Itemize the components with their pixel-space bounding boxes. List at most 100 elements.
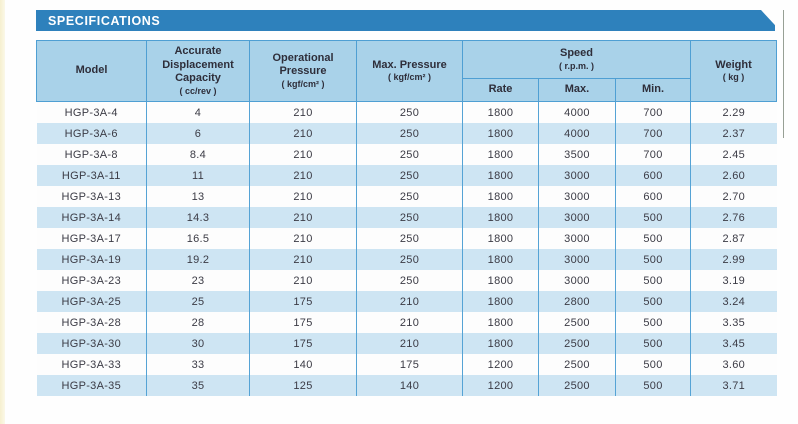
table-row: HGP-3A-35 35 125 140 1200 2500 500 3.71 (36, 375, 777, 396)
table-cell: 2500 (538, 375, 616, 396)
table-row: HGP-3A-6 6 210 250 1800 4000 700 2.37 (36, 123, 777, 144)
table-cell: 600 (614, 165, 692, 186)
specifications-banner-title: SPECIFICATIONS (48, 13, 161, 28)
table-cell: HGP-3A-25 (36, 291, 147, 312)
table-cell: 210 (249, 144, 357, 165)
table-cell: 1800 (462, 333, 539, 354)
table-cell: 1800 (462, 123, 539, 144)
page-edge-right-line (783, 10, 784, 138)
table-cell: 2.87 (690, 228, 777, 249)
table-cell: 175 (356, 354, 463, 375)
table-row: HGP-3A-14 14.3 210 250 1800 3000 500 2.76 (36, 207, 777, 228)
specifications-banner: SPECIFICATIONS (36, 10, 775, 31)
table-cell: 500 (614, 375, 692, 396)
table-cell: 210 (249, 123, 357, 144)
table-cell: 250 (356, 270, 463, 291)
table-cell: 600 (614, 186, 692, 207)
table-cell: 3000 (538, 249, 616, 270)
specifications-table: Model Accurate Displacement Capacity ( c… (36, 40, 778, 396)
table-cell: HGP-3A-17 (36, 228, 147, 249)
table-cell: 13 (146, 186, 250, 207)
table-cell: 3000 (538, 207, 616, 228)
table-cell: 700 (614, 123, 692, 144)
table-cell: 14.3 (146, 207, 250, 228)
table-cell: 250 (356, 123, 463, 144)
table-cell: 500 (614, 333, 692, 354)
table-cell: HGP-3A-4 (36, 101, 147, 123)
table-row: HGP-3A-33 33 140 175 1200 2500 500 3.60 (36, 354, 777, 375)
column-header-speed-rate: Rate (462, 77, 539, 103)
table-cell: 23 (146, 270, 250, 291)
table-cell: HGP-3A-14 (36, 207, 147, 228)
spec-table-body: HGP-3A-4 4 210 250 1800 4000 700 2.29 HGP-3A-6 6 2… (36, 101, 777, 396)
table-cell: 3.45 (690, 333, 777, 354)
table-row: HGP-3A-30 30 175 210 1800 2500 500 3.45 (36, 333, 777, 354)
column-header-capacity-label: Accurate Displacement Capacity (162, 44, 234, 85)
table-cell: HGP-3A-19 (36, 249, 147, 270)
table-cell: 250 (356, 249, 463, 270)
table-cell: 35 (146, 375, 250, 396)
table-cell: 2800 (538, 291, 616, 312)
table-cell: 2.70 (690, 186, 777, 207)
table-cell: 4000 (538, 123, 616, 144)
table-cell: HGP-3A-23 (36, 270, 147, 291)
page-edge-left-strip (0, 0, 5, 424)
table-cell: 3000 (538, 165, 616, 186)
table-row: HGP-3A-13 13 210 250 1800 3000 600 2.70 (36, 186, 777, 207)
table-cell: 210 (356, 312, 463, 333)
table-cell: 1800 (462, 249, 539, 270)
column-header-max-pressure: Max. Pressure ( kgf/cm² ) (356, 40, 463, 102)
table-cell: 19.2 (146, 249, 250, 270)
header-row-speed-sub: Rate Max. Min. (37, 77, 777, 103)
table-cell: 210 (356, 291, 463, 312)
table-cell: 25 (146, 291, 250, 312)
table-cell: HGP-3A-33 (36, 354, 147, 375)
table-cell: HGP-3A-28 (36, 312, 147, 333)
column-header-speed: Speed ( r.p.m. ) (461, 40, 692, 79)
column-header-max-pressure-unit: ( kgf/cm² ) (387, 72, 431, 83)
header-row-top: Model Accurate Displacement Capacity ( c… (36, 40, 778, 102)
table-cell: 1800 (462, 228, 539, 249)
table-cell: 4000 (538, 101, 616, 123)
table-cell: 1800 (462, 270, 539, 291)
table-cell: HGP-3A-35 (36, 375, 147, 396)
table-cell: HGP-3A-11 (36, 165, 147, 186)
table-cell: 250 (356, 144, 463, 165)
table-cell: 500 (614, 228, 692, 249)
table-cell: 2.37 (690, 123, 777, 144)
table-cell: 500 (614, 207, 692, 228)
table-cell: 500 (614, 249, 692, 270)
table-row: HGP-3A-4 4 210 250 1800 4000 700 2.29 (36, 101, 777, 123)
table-cell: 1800 (462, 165, 539, 186)
column-header-speed-unit: ( r.p.m. ) (559, 60, 595, 71)
table-cell: 3000 (538, 228, 616, 249)
table-cell: 210 (356, 333, 463, 354)
table-cell: 2.45 (690, 144, 777, 165)
table-cell: 2.29 (690, 101, 777, 123)
column-header-capacity-unit: ( cc/rev ) (179, 86, 217, 96)
table-row: HGP-3A-28 28 175 210 1800 2500 500 3.35 (36, 312, 777, 333)
table-cell: 3.60 (690, 354, 777, 375)
table-cell: 1800 (462, 312, 539, 333)
table-cell: 250 (356, 228, 463, 249)
column-header-weight-label: Weight (715, 58, 752, 71)
table-cell: 4 (146, 101, 250, 123)
table-cell: 2.99 (690, 249, 777, 270)
table-cell: 1800 (462, 291, 539, 312)
column-header-operational-pressure-unit: ( kgf/cm² ) (281, 79, 325, 90)
table-cell: 175 (249, 333, 357, 354)
table-cell: 250 (356, 165, 463, 186)
column-header-operational-pressure: Operational Pressure ( kgf/cm² ) (249, 40, 357, 102)
table-cell: 3.19 (690, 270, 777, 291)
table-cell: 2.76 (690, 207, 777, 228)
table-cell: 140 (356, 375, 463, 396)
table-cell: 3.24 (690, 291, 777, 312)
table-cell: HGP-3A-30 (36, 333, 147, 354)
column-header-speed-max: Max. (538, 77, 616, 103)
table-cell: 500 (614, 270, 692, 291)
table-cell: HGP-3A-6 (36, 123, 147, 144)
table-cell: 3.35 (690, 312, 777, 333)
column-header-weight-unit: ( kg ) (722, 72, 745, 83)
table-row: HGP-3A-19 19.2 210 250 1800 3000 500 2.99 (36, 249, 777, 270)
